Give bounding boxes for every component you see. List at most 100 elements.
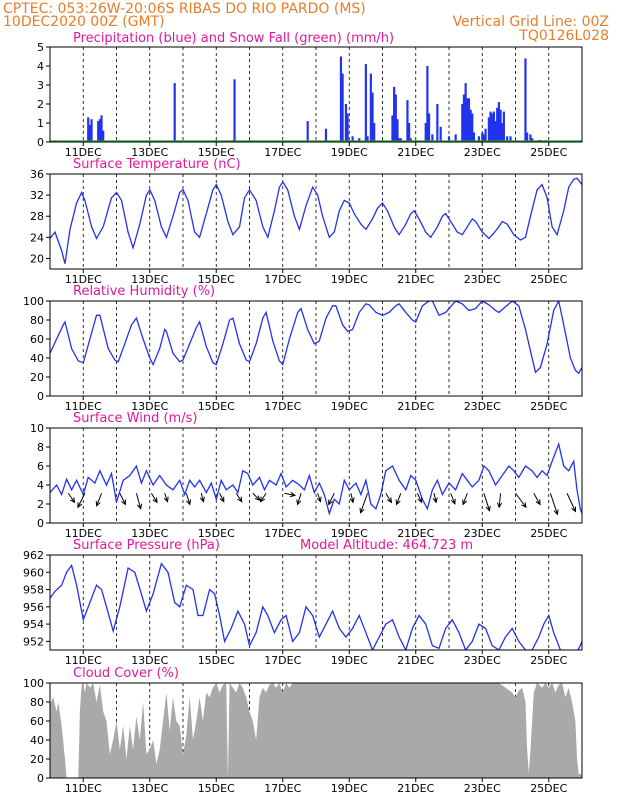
pressure-xtick-label: 11DEC <box>65 654 102 667</box>
precip-title: Precipitation (blue) and Snow Fall (gree… <box>73 31 394 46</box>
wind-xtick-label: 23DEC <box>464 527 501 540</box>
cloud-xtick-label: 13DEC <box>131 782 168 795</box>
cloud-xtick-label: 23DEC <box>464 782 501 795</box>
wind-vector <box>185 493 192 506</box>
precip-bar <box>454 134 457 142</box>
header-station: CPTEC: 053:26W-20:06S RIBAS DO RIO PARDO… <box>3 1 366 17</box>
precip-bar <box>467 98 471 142</box>
rh-xtick-label: 19DEC <box>331 400 368 413</box>
wind-xtick-label: 17DEC <box>264 527 301 540</box>
wind-ytick-label: 10 <box>30 422 44 435</box>
rh-series-line <box>50 301 582 375</box>
wind-vector <box>296 493 302 506</box>
temp-ytick-label: 24 <box>30 231 44 244</box>
wind-vector <box>259 492 267 503</box>
precip-bar <box>431 134 434 142</box>
temp-xtick-label: 15DEC <box>198 273 235 286</box>
precip-bar <box>494 121 497 142</box>
precip-ytick-label: 0 <box>37 136 44 149</box>
precip-bar <box>531 138 534 142</box>
precip-bar <box>98 119 101 142</box>
temp-xtick-label: 17DEC <box>264 273 301 286</box>
wind-xtick-label: 13DEC <box>131 527 168 540</box>
wind-xtick-label: 15DEC <box>198 527 235 540</box>
rh-ytick-label: 0 <box>37 390 44 403</box>
cloud-xtick-label: 15DEC <box>198 782 235 795</box>
precip-bar <box>481 132 484 142</box>
precip-bar <box>439 126 442 142</box>
wind-ytick-label: 2 <box>37 498 44 511</box>
precip-bar <box>409 138 412 142</box>
precip-bar <box>464 83 467 142</box>
pressure-ytick-label: 956 <box>23 601 44 614</box>
panels: Precipitation (blue) and Snow Fall (gree… <box>23 31 583 795</box>
temp-panel: Surface Temperature (nC) 20 24 28 32 36 11DEC 1… <box>30 157 583 286</box>
rh-frame <box>49 300 583 397</box>
precip-bar <box>88 124 91 142</box>
pressure-xtick-label: 23DEC <box>464 654 501 667</box>
wind-vector <box>328 493 335 506</box>
precip-bar <box>233 79 236 142</box>
precip-frame <box>49 46 583 143</box>
precip-panel: Precipitation (blue) and Snow Fall (gree… <box>37 31 583 159</box>
precip-xtick-label: 25DEC <box>530 146 567 159</box>
precip-bar <box>466 98 469 142</box>
precip-ytick-label: 1 <box>37 117 44 130</box>
pressure-ytick-label: 958 <box>23 584 44 597</box>
cloud-xtick-label: 21DEC <box>397 782 434 795</box>
precip-bar <box>90 119 93 142</box>
temp-title: Surface Temperature (nC) <box>73 157 241 172</box>
cloud-ytick-label: 80 <box>30 696 44 709</box>
wind-vector <box>483 493 491 512</box>
wind-vector <box>119 493 126 506</box>
header-grid-note: Vertical Grid Line: 00Z <box>453 14 609 30</box>
precip-bar <box>424 123 427 142</box>
wind-ytick-label: 8 <box>37 441 44 454</box>
wind-series-line <box>50 441 582 516</box>
temp-ytick-label: 36 <box>30 168 44 181</box>
precip-bar <box>471 113 474 142</box>
wind-xtick-label: 19DEC <box>331 527 368 540</box>
precip-bar <box>426 66 429 142</box>
precip-bar <box>324 128 328 142</box>
precip-bar <box>369 73 372 142</box>
precip-bar <box>396 119 399 142</box>
precip-xtick-label: 21DEC <box>397 146 434 159</box>
precip-bar <box>399 138 402 142</box>
wind-vector <box>95 493 103 507</box>
temp-xtick-label: 19DEC <box>331 273 368 286</box>
cloud-title: Cloud Cover (%) <box>73 666 179 681</box>
precip-bar <box>364 64 367 142</box>
pressure-xtick-label: 15DEC <box>198 654 235 667</box>
pressure-xtick-label: 17DEC <box>264 654 301 667</box>
precip-bar <box>344 104 348 142</box>
pressure-xtick-label: 19DEC <box>331 654 368 667</box>
precip-bar <box>447 136 451 142</box>
temp-ytick-label: 20 <box>30 252 44 265</box>
precip-bar <box>371 92 374 142</box>
rh-xtick-label: 25DEC <box>530 400 567 413</box>
precip-bar <box>398 138 401 142</box>
wind-vector <box>252 492 261 502</box>
cloud-ytick-label: 40 <box>30 734 44 747</box>
rh-xtick-label: 13DEC <box>131 400 168 413</box>
precip-bar <box>408 123 411 142</box>
rh-title: Relative Humidity (%) <box>73 284 215 299</box>
precip-bar <box>462 94 466 142</box>
temp-xtick-label: 21DEC <box>397 273 434 286</box>
pressure-panel: Surface Pressure (hPa) Model Altitude: 46… <box>23 538 583 667</box>
wind-ytick-label: 6 <box>37 460 44 473</box>
rh-xtick-label: 11DEC <box>65 400 102 413</box>
precip-bar <box>358 138 361 142</box>
pressure-series-line <box>50 562 582 650</box>
precip-bar <box>509 136 512 142</box>
wind-xtick-label: 21DEC <box>397 527 434 540</box>
precip-bar <box>394 94 397 142</box>
pressure-xtick-label: 21DEC <box>397 654 434 667</box>
precip-bar <box>306 121 309 142</box>
cloud-panel: Cloud Cover (%) 0 20 40 60 80 100 11DEC 13DEC 15D… <box>23 666 583 795</box>
precip-bar <box>499 109 502 142</box>
precip-bar <box>492 111 495 142</box>
precip-bar <box>477 136 481 142</box>
temp-ytick-label: 32 <box>30 189 44 202</box>
